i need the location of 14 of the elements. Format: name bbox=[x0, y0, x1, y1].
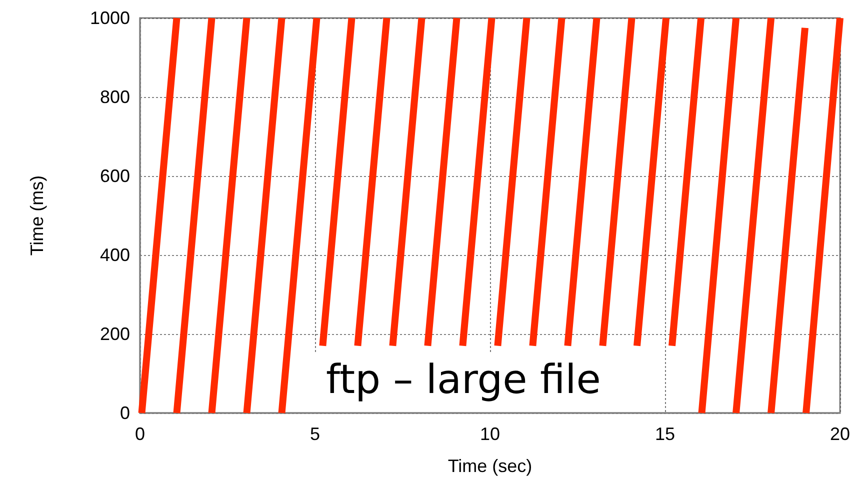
y-axis-title: Time (ms) bbox=[27, 175, 47, 256]
x-tick-label: 0 bbox=[134, 424, 146, 444]
x-tick-label: 5 bbox=[310, 424, 320, 444]
y-tick-label: 800 bbox=[100, 87, 130, 107]
annotation: ftp – large file bbox=[326, 357, 601, 403]
y-tick-label: 200 bbox=[100, 324, 130, 344]
y-tick-label: 1000 bbox=[90, 8, 130, 28]
x-tick-label: 15 bbox=[654, 424, 676, 444]
y-tick-label: 600 bbox=[100, 166, 130, 186]
y-tick-label: 400 bbox=[100, 245, 130, 265]
x-axis-title: Time (sec) bbox=[448, 456, 532, 476]
x-tick-label: 20 bbox=[830, 424, 850, 444]
y-tick-label: 0 bbox=[120, 403, 130, 423]
x-tick-label: 10 bbox=[480, 424, 500, 444]
